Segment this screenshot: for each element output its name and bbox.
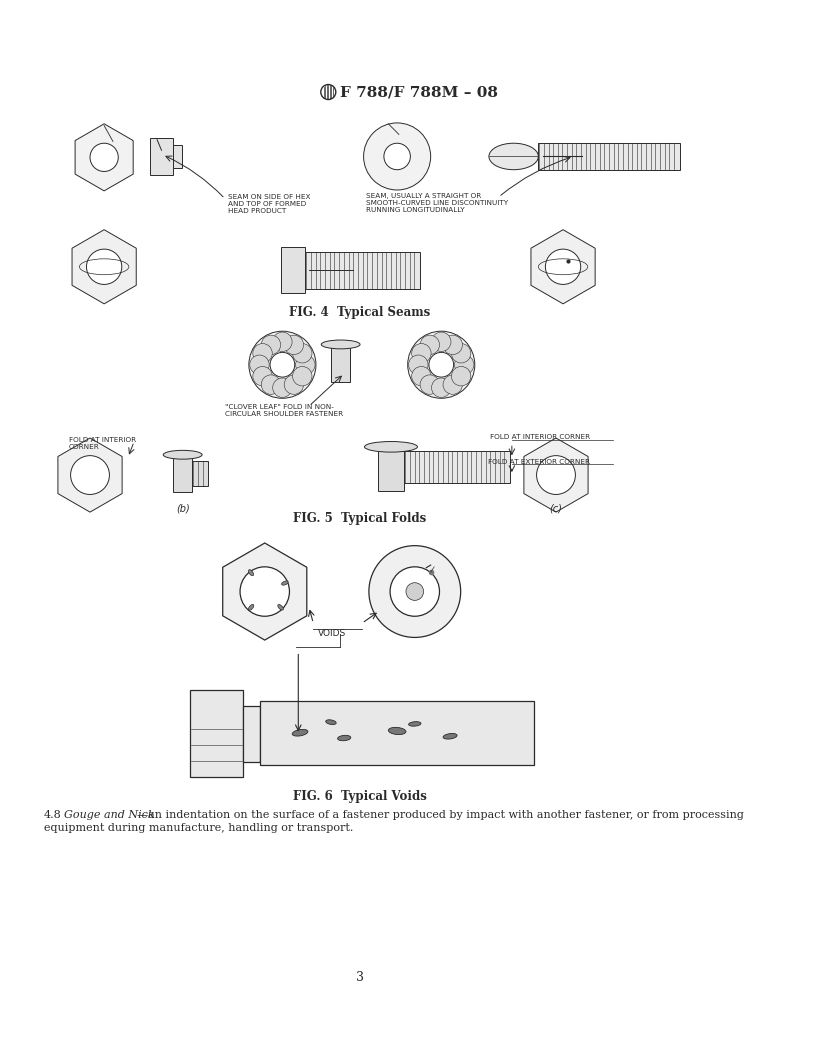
Circle shape <box>390 567 440 617</box>
Bar <box>193 460 208 486</box>
Ellipse shape <box>277 604 283 610</box>
Ellipse shape <box>489 144 539 170</box>
Circle shape <box>455 355 474 375</box>
Circle shape <box>253 343 273 363</box>
Circle shape <box>451 366 471 385</box>
Text: FOLD AT EXTERIOR CORNER: FOLD AT EXTERIOR CORNER <box>488 459 590 465</box>
Circle shape <box>293 343 312 363</box>
Circle shape <box>429 353 454 377</box>
Text: FIG. 4  Typical Seams: FIG. 4 Typical Seams <box>290 305 431 319</box>
Circle shape <box>270 353 295 377</box>
Ellipse shape <box>365 441 418 452</box>
Circle shape <box>408 332 475 398</box>
Circle shape <box>443 375 463 394</box>
Text: 3: 3 <box>356 972 364 984</box>
Circle shape <box>240 567 290 617</box>
Circle shape <box>420 335 440 355</box>
Circle shape <box>406 583 424 601</box>
Circle shape <box>409 355 428 375</box>
Ellipse shape <box>326 720 336 724</box>
Bar <box>173 145 182 168</box>
Text: Gouge and Nick: Gouge and Nick <box>64 810 154 821</box>
Text: FOLD AT INTERIOR
CORNER: FOLD AT INTERIOR CORNER <box>69 437 136 450</box>
Text: VOIDS: VOIDS <box>317 629 346 639</box>
Bar <box>260 701 534 766</box>
Circle shape <box>261 335 281 355</box>
Text: FIG. 5  Typical Folds: FIG. 5 Typical Folds <box>294 512 427 525</box>
Text: (c): (c) <box>549 504 562 513</box>
Ellipse shape <box>338 735 351 740</box>
Ellipse shape <box>248 604 254 610</box>
Bar <box>150 138 173 175</box>
Text: SEAM ON SIDE OF HEX
AND TOP OF FORMED
HEAD PRODUCT: SEAM ON SIDE OF HEX AND TOP OF FORMED HE… <box>228 194 310 214</box>
Circle shape <box>293 366 312 385</box>
Circle shape <box>273 332 292 352</box>
Circle shape <box>249 332 316 398</box>
Bar <box>190 691 242 777</box>
Ellipse shape <box>292 730 308 736</box>
Text: F 788/F 788M – 08: F 788/F 788M – 08 <box>339 86 498 99</box>
Text: equipment during manufacture, handling or transport.: equipment during manufacture, handling o… <box>44 823 353 833</box>
Ellipse shape <box>322 340 360 348</box>
Circle shape <box>537 455 575 494</box>
Ellipse shape <box>443 734 457 739</box>
Polygon shape <box>524 438 588 512</box>
Ellipse shape <box>409 721 421 727</box>
Ellipse shape <box>388 728 406 735</box>
Polygon shape <box>72 230 136 304</box>
Circle shape <box>432 378 451 397</box>
Text: FIG. 6  Typical Voids: FIG. 6 Typical Voids <box>293 790 427 804</box>
Polygon shape <box>75 124 133 191</box>
Circle shape <box>86 249 122 284</box>
Ellipse shape <box>163 450 202 459</box>
Bar <box>404 451 510 483</box>
Bar <box>305 251 420 289</box>
Bar <box>281 247 305 294</box>
Polygon shape <box>531 230 595 304</box>
Circle shape <box>90 144 118 171</box>
Circle shape <box>443 335 463 355</box>
Circle shape <box>295 355 315 375</box>
Bar <box>378 447 404 491</box>
Circle shape <box>284 375 304 394</box>
Text: "CLOVER LEAF" FOLD IN NON-
CIRCULAR SHOULDER FASTENER: "CLOVER LEAF" FOLD IN NON- CIRCULAR SHOU… <box>225 403 344 416</box>
Text: —an indentation on the surface of a fastener produced by impact with another fas: —an indentation on the surface of a fast… <box>137 810 743 821</box>
Circle shape <box>261 375 281 394</box>
Circle shape <box>364 122 431 190</box>
Circle shape <box>545 249 581 284</box>
Circle shape <box>432 332 451 352</box>
Circle shape <box>273 378 292 397</box>
Polygon shape <box>223 543 307 640</box>
Text: (b): (b) <box>175 504 189 513</box>
Ellipse shape <box>249 569 254 576</box>
Circle shape <box>412 366 431 385</box>
Circle shape <box>284 335 304 355</box>
Circle shape <box>420 375 440 394</box>
Bar <box>331 345 350 382</box>
Polygon shape <box>58 438 122 512</box>
Bar <box>242 706 260 761</box>
Text: FOLD AT INTERIOR CORNER: FOLD AT INTERIOR CORNER <box>490 434 590 440</box>
Circle shape <box>451 343 471 363</box>
Text: 4.8: 4.8 <box>44 810 62 821</box>
Bar <box>539 144 680 170</box>
Ellipse shape <box>282 581 288 585</box>
Circle shape <box>369 546 461 638</box>
Circle shape <box>412 343 431 363</box>
Circle shape <box>253 366 273 385</box>
Bar <box>173 455 193 492</box>
Circle shape <box>250 355 269 375</box>
Circle shape <box>71 455 109 494</box>
Circle shape <box>384 144 410 170</box>
Text: SEAM, USUALLY A STRAIGHT OR
SMOOTH-CURVED LINE DISCONTINUITY
RUNNING LONGITUDINA: SEAM, USUALLY A STRAIGHT OR SMOOTH-CURVE… <box>366 192 508 212</box>
